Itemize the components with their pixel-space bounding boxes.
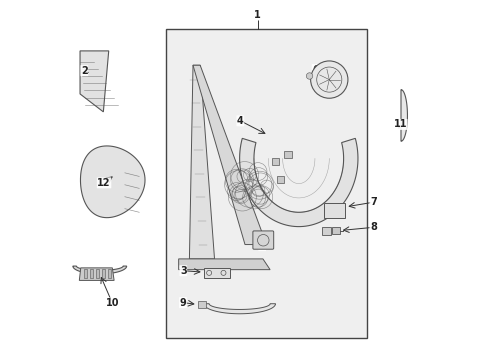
Polygon shape: [190, 65, 215, 259]
FancyBboxPatch shape: [96, 269, 99, 278]
Text: 5: 5: [259, 240, 266, 251]
Polygon shape: [179, 259, 270, 270]
FancyBboxPatch shape: [322, 226, 331, 234]
Text: 1: 1: [254, 10, 261, 20]
FancyBboxPatch shape: [204, 268, 230, 278]
Polygon shape: [73, 266, 126, 274]
FancyBboxPatch shape: [277, 176, 285, 183]
Text: 4: 4: [237, 116, 244, 126]
Polygon shape: [80, 51, 109, 112]
Text: 2: 2: [81, 66, 88, 76]
Circle shape: [311, 61, 348, 98]
FancyBboxPatch shape: [84, 269, 87, 278]
Polygon shape: [80, 146, 145, 218]
Text: 12: 12: [98, 178, 111, 188]
FancyBboxPatch shape: [108, 269, 111, 278]
FancyBboxPatch shape: [90, 269, 93, 278]
Text: 10: 10: [105, 298, 119, 308]
Text: 8: 8: [370, 222, 377, 232]
Polygon shape: [204, 304, 275, 314]
Text: 6: 6: [312, 64, 319, 75]
FancyBboxPatch shape: [324, 203, 345, 218]
Text: 3: 3: [180, 266, 187, 276]
FancyBboxPatch shape: [272, 158, 279, 165]
FancyBboxPatch shape: [102, 269, 105, 278]
Text: 9: 9: [180, 298, 186, 308]
FancyBboxPatch shape: [253, 231, 274, 249]
Polygon shape: [79, 268, 114, 280]
FancyBboxPatch shape: [285, 151, 292, 158]
FancyBboxPatch shape: [332, 227, 340, 234]
Polygon shape: [193, 65, 267, 244]
Text: 11: 11: [393, 120, 407, 129]
Polygon shape: [401, 90, 408, 141]
FancyBboxPatch shape: [197, 301, 205, 308]
Text: 7: 7: [370, 197, 377, 207]
FancyBboxPatch shape: [166, 30, 367, 338]
Circle shape: [306, 73, 313, 79]
Polygon shape: [240, 138, 358, 226]
